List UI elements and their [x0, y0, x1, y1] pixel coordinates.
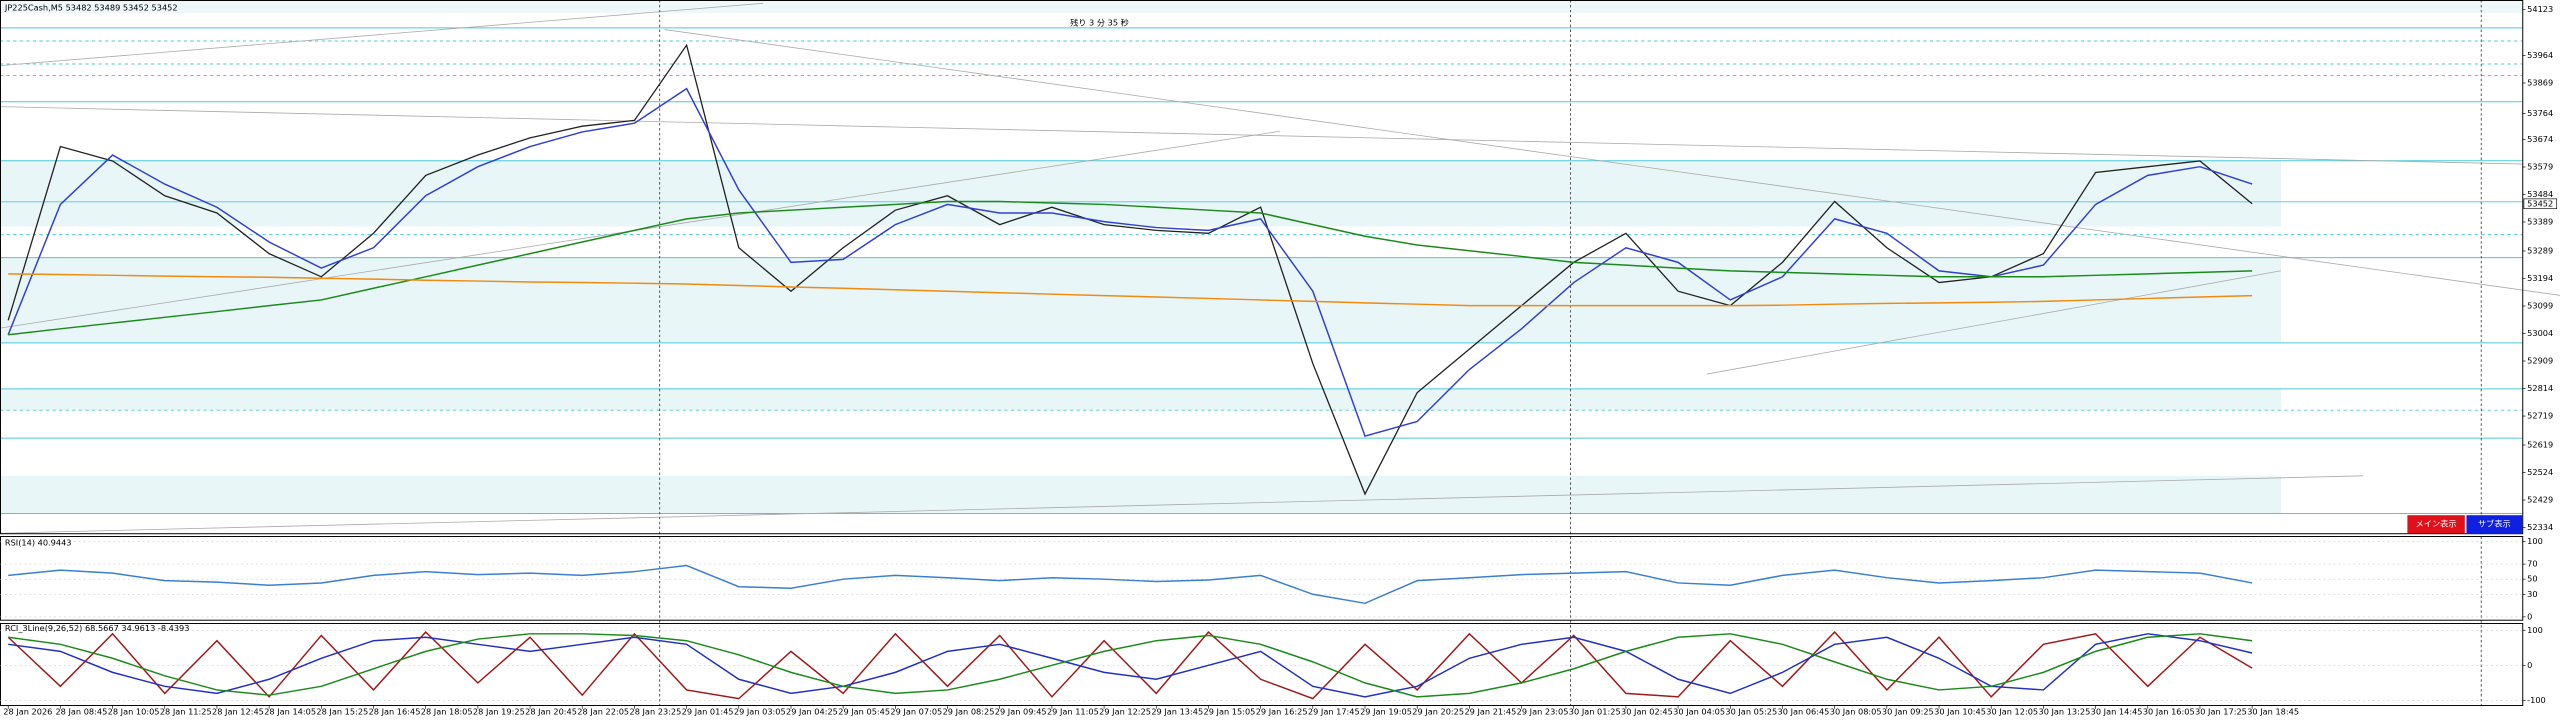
y-tick-label: 52909: [2527, 356, 2553, 366]
x-tick-label: 30 Jan 06:45: [1778, 707, 1830, 717]
x-tick-label: 29 Jan 21:45: [1464, 707, 1516, 717]
x-tick-label: 29 Jan 05:45: [838, 707, 890, 717]
y-tick-label: 52619: [2527, 440, 2553, 450]
symbol-info: JP225Cash,M5 53482 53489 53452 53452: [4, 3, 178, 13]
countdown: 残り 3 分 35 秒: [1070, 17, 1129, 27]
y-tick-label: 52429: [2527, 495, 2553, 505]
x-tick-label: 30 Jan 10:45: [1934, 707, 1986, 717]
x-tick-label: 30 Jan 04:05: [1673, 707, 1725, 717]
x-tick-label: 28 Jan 15:25: [316, 707, 368, 717]
x-tick-label: 28 Jan 20:45: [525, 707, 577, 717]
x-tick-label: 28 Jan 12:45: [212, 707, 264, 717]
y-tick-label: 54123: [2527, 4, 2553, 14]
x-tick-label: 30 Jan 13:25: [2038, 707, 2090, 717]
y-tick-label: 30: [2527, 589, 2537, 599]
x-tick-label: 29 Jan 17:45: [1308, 707, 1360, 717]
x-tick-label: 29 Jan 08:25: [943, 707, 995, 717]
y-tick-label: 50: [2527, 574, 2537, 584]
x-tick-label: 28 Jan 11:25: [160, 707, 212, 717]
y-tick-label: 53764: [2527, 108, 2553, 118]
y-tick-label: 52719: [2527, 411, 2553, 421]
x-tick-label: 28 Jan 10:05: [108, 707, 160, 717]
last-price-box: [2523, 198, 2558, 210]
y-tick-label: 53579: [2527, 161, 2553, 171]
y-tick-label: 53289: [2527, 245, 2553, 255]
zones: [0, 0, 2523, 514]
series-line: [8, 633, 2253, 698]
x-tick-label: 29 Jan 01:45: [682, 707, 734, 717]
x-tick-label: 30 Jan 12:05: [1986, 707, 2038, 717]
y-tick-label: 53674: [2527, 134, 2553, 144]
main-view-label[interactable]: メイン表示: [2416, 519, 2457, 529]
panel-borders: [0, 0, 2524, 707]
session-separators: [659, 0, 2482, 706]
panel-title: RSI(14) 40.9443: [5, 538, 72, 548]
x-tick-label: 29 Jan 20:25: [1412, 707, 1464, 717]
y-tick-label: 100: [2527, 625, 2543, 635]
x-tick-label: 28 Jan 2026: [3, 707, 52, 717]
x-tick-label: 29 Jan 03:05: [734, 707, 786, 717]
series-line: [8, 200, 2253, 336]
y-tick-label: 53484: [2527, 189, 2553, 199]
level-lines: [0, 27, 2523, 515]
x-tick-label: 28 Jan 23:25: [629, 707, 681, 717]
x-tick-label: 29 Jan 23:05: [1517, 707, 1569, 717]
y-tick-label: 53099: [2527, 301, 2553, 311]
series-line: [8, 273, 2253, 307]
x-tick-label: 29 Jan 11:05: [1047, 707, 1099, 717]
x-tick-label: 28 Jan 16:45: [369, 707, 421, 717]
x-tick-label: 30 Jan 05:25: [1725, 707, 1777, 717]
x-tick-label: 29 Jan 16:25: [1256, 707, 1308, 717]
sub-view-button[interactable]: [2466, 515, 2523, 534]
y-tick-label: -100: [2527, 695, 2546, 705]
x-tick-label: 30 Jan 09:25: [1882, 707, 1934, 717]
x-tick-label: 30 Jan 17:25: [2195, 707, 2247, 717]
y-tick-label: 0: [2527, 611, 2532, 621]
x-tick-label: 29 Jan 13:45: [1151, 707, 1203, 717]
x-tick-label: 28 Jan 22:05: [577, 707, 629, 717]
series-line: [8, 564, 2253, 605]
y-tick-label: 53004: [2527, 328, 2553, 338]
x-tick-label: 28 Jan 19:25: [473, 707, 525, 717]
series-line: [7, 43, 2253, 496]
y-tick-label: 53194: [2527, 273, 2553, 283]
x-tick-label: 30 Jan 08:05: [1830, 707, 1882, 717]
series-line: [8, 633, 2253, 698]
y-tick-label: 53389: [2527, 217, 2553, 227]
panel-title: RCI_3Line(9,26,52) 68.5667 34.9613 -8.43…: [5, 623, 190, 633]
y-tick-label: 52524: [2527, 467, 2553, 477]
x-tick-label: 28 Jan 14:05: [264, 707, 316, 717]
y-tick-label: 53869: [2527, 78, 2553, 88]
x-tick-label: 29 Jan 04:25: [786, 707, 838, 717]
last-price-label: 53452: [2527, 198, 2553, 208]
series-line: [7, 87, 2253, 438]
y-tick-label: 52814: [2527, 383, 2553, 393]
x-tick-label: 30 Jan 18:45: [2247, 707, 2299, 717]
y-tick-label: 0: [2527, 660, 2532, 670]
x-tick-label: 29 Jan 19:05: [1360, 707, 1412, 717]
trend-lines: [0, 2, 2560, 534]
x-tick-label: 30 Jan 14:45: [2091, 707, 2143, 717]
x-tick-label: 28 Jan 18:05: [421, 707, 473, 717]
y-tick-label: 52334: [2527, 522, 2553, 532]
x-tick-label: 28 Jan 08:45: [55, 707, 107, 717]
main-view-button[interactable]: [2407, 515, 2465, 534]
x-tick-label: 29 Jan 15:05: [1204, 707, 1256, 717]
x-tick-label: 29 Jan 09:45: [995, 707, 1047, 717]
sub-view-label[interactable]: サブ表示: [2478, 519, 2511, 529]
y-tick-label: 100: [2527, 536, 2543, 546]
x-tick-label: 29 Jan 07:05: [890, 707, 942, 717]
y-tick-label: 53964: [2527, 50, 2553, 60]
x-tick-label: 29 Jan 12:25: [1099, 707, 1151, 717]
x-tick-label: 30 Jan 02:45: [1621, 707, 1673, 717]
y-tick-label: 70: [2527, 559, 2537, 569]
x-tick-label: 30 Jan 16:05: [2143, 707, 2195, 717]
x-tick-label: 30 Jan 01:25: [1569, 707, 1621, 717]
series-line: [7, 630, 2253, 700]
